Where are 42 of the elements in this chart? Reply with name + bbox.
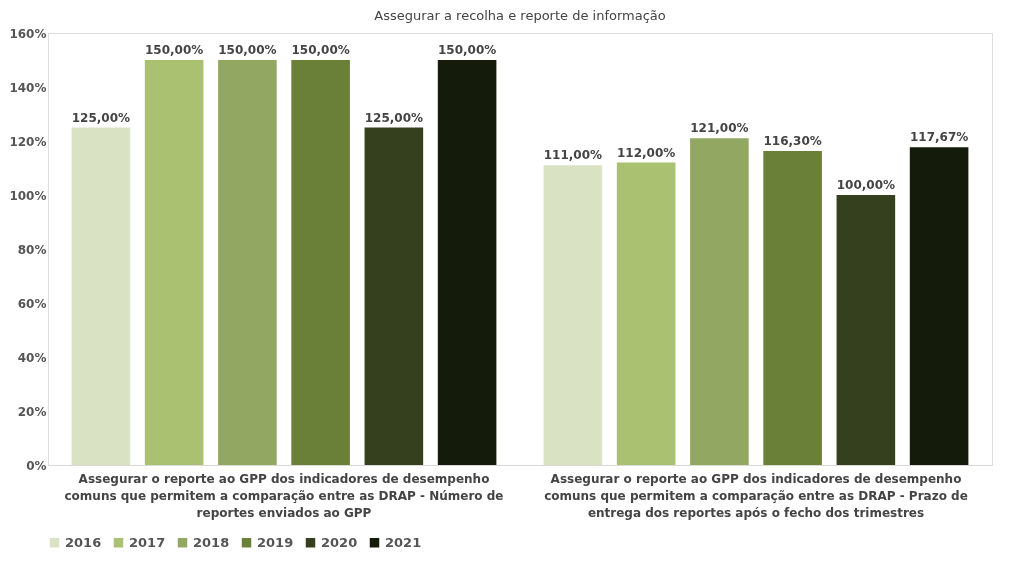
data-label: 121,00% <box>690 121 749 136</box>
bar <box>543 165 603 465</box>
bar <box>763 150 822 465</box>
bar <box>144 60 204 465</box>
y-tick-label: 100% <box>9 188 47 203</box>
bar <box>909 147 969 465</box>
y-tick-label: 60% <box>17 296 47 311</box>
x-tick-label: Assegurar o reporte ao GPP dos indicadores de desempenho comuns que permitem a comparação entre as DRAP - Prazo de entrega dos reportes após o fecho dos trimestres <box>544 471 968 520</box>
y-tick-label: 120% <box>9 134 47 149</box>
bar <box>291 60 350 465</box>
bar <box>218 60 277 465</box>
y-tick-label: 80% <box>17 242 47 257</box>
legend-label: 2017 <box>129 534 166 550</box>
y-tick-label: 160% <box>9 26 47 41</box>
bar <box>71 127 131 465</box>
bar <box>836 195 896 465</box>
data-label: 125,00% <box>364 110 424 125</box>
data-label: 150,00% <box>218 43 277 57</box>
data-label: 125,00% <box>71 110 131 125</box>
bar <box>616 162 676 465</box>
legend-label: 2016 <box>65 534 102 550</box>
bar <box>690 138 749 465</box>
bar <box>364 127 424 465</box>
legend-label: 2021 <box>385 534 422 550</box>
data-label: 150,00% <box>144 43 204 57</box>
bar <box>437 60 497 465</box>
y-tick-label: 0% <box>26 458 47 473</box>
data-label: 112,00% <box>616 145 676 160</box>
data-label: 111,00% <box>543 148 603 163</box>
y-tick-label: 140% <box>9 80 47 95</box>
x-tick-label: Assegurar o reporte ao GPP dos indicadores de desempenho comuns que permitem a comparação entre as DRAP - Número de reportes enviados ao GPP <box>64 471 504 520</box>
data-label: 117,67% <box>909 130 969 145</box>
data-label: 100,00% <box>836 178 896 192</box>
data-label: 150,00% <box>437 43 497 57</box>
data-label: 150,00% <box>291 43 350 57</box>
legend-label: 2020 <box>321 534 358 550</box>
legend-label: 2019 <box>257 534 294 550</box>
y-tick-label: 20% <box>17 404 47 419</box>
y-tick-label: 40% <box>17 350 47 365</box>
data-label: 116,30% <box>763 133 822 148</box>
chart-title: Assegurar a recolha e reporte de informação <box>374 8 666 23</box>
legend-label: 2018 <box>193 534 230 550</box>
